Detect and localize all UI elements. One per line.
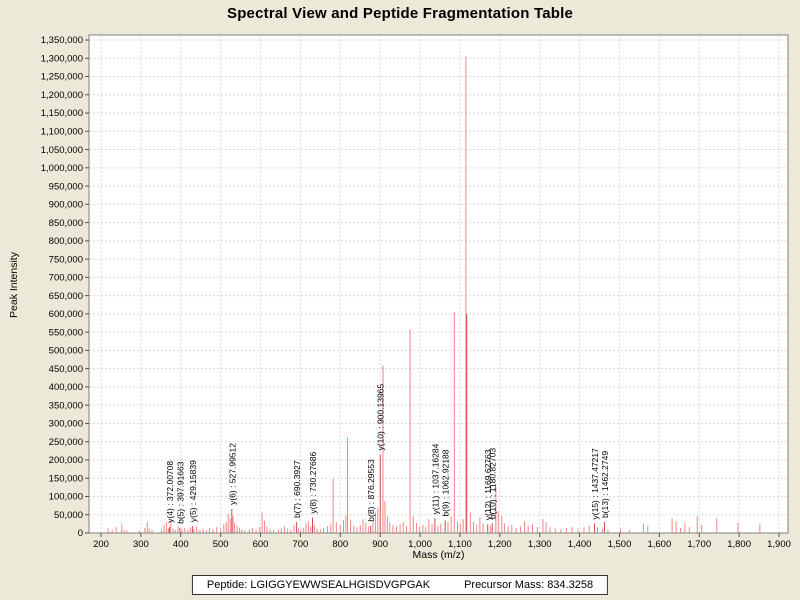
precursor-mass-label: Precursor Mass: 834.3258 (464, 579, 594, 591)
x-tick-label: 700 (292, 539, 308, 550)
fragment-label: y(12) : 1169.62763 (483, 449, 493, 520)
x-tick-label: 300 (133, 539, 149, 550)
plot-border (88, 34, 789, 534)
x-tick-label: 400 (173, 539, 189, 550)
plot-area (89, 35, 788, 533)
y-tick-label: 1,300,000 (41, 53, 83, 64)
fragment-label: y(4) : 372.00708 (165, 461, 175, 523)
y-tick-label: 50,000 (54, 510, 83, 521)
chart-title: Spectral View and Peptide Fragmentation … (226, 5, 574, 22)
x-tick-label: 1,600 (647, 539, 671, 550)
x-tick-label: 1,900 (767, 539, 791, 550)
y-tick-label: 400,000 (49, 382, 83, 393)
x-tick-label: 1,700 (687, 539, 711, 550)
fragment-label: b(13) : 1462.2749 (600, 451, 610, 518)
y-tick-label: 500,000 (49, 346, 83, 357)
x-tick-label: 1,200 (488, 539, 512, 550)
x-tick-label: 1,400 (568, 539, 592, 550)
peptide-info-box: Peptide: LGIGGYEWWSEALHGISDVGPGAK Precurs… (191, 575, 609, 595)
grid-lines (89, 35, 788, 533)
y-tick-label: 450,000 (49, 364, 83, 375)
x-tick-label: 800 (332, 539, 348, 550)
x-tick-label: 1,000 (408, 539, 432, 550)
fragment-label: y(11) : 1037.16284 (430, 443, 440, 514)
fragment-label: b(8) : 876.29553 (366, 459, 376, 522)
axis-ticks (85, 39, 780, 537)
y-tick-label: 150,000 (49, 473, 83, 484)
x-tick-label: 1,800 (727, 539, 751, 550)
y-tick-label: 850,000 (49, 218, 83, 229)
y-tick-label: 250,000 (49, 437, 83, 448)
y-tick-label: 550,000 (49, 327, 83, 338)
y-tick-label: 350,000 (49, 400, 83, 411)
y-tick-label: 700,000 (49, 273, 83, 284)
peptide-sequence-label: Peptide: LGIGGYEWWSEALHGISDVGPGAK (206, 579, 431, 591)
fragment-label: y(6) : 527.99512 (227, 443, 237, 505)
y-tick-label: 1,200,000 (41, 90, 83, 101)
fragment-label: y(15) : 1437.47217 (590, 448, 600, 520)
x-axis-title: Mass (m/z) (412, 549, 465, 561)
fragment-label: b(7) : 690.3927 (292, 460, 302, 518)
x-tick-label: 200 (93, 539, 109, 550)
y-tick-label: 900,000 (49, 200, 83, 211)
y-tick-label: 1,100,000 (41, 126, 83, 137)
spectrum-plot: y(4) : 372.00708 b(5) : 397.91663 y(5) : 4… (41, 34, 791, 550)
y-tick-label: 1,250,000 (41, 72, 83, 83)
y-tick-label: 0 (78, 528, 83, 539)
fragment-label: b(10) : 1180.82703 (488, 448, 498, 519)
axis-tick-labels: 0 50,000 100,000 150,000 200,000 250,000 300,0… (41, 35, 791, 550)
y-tick-label: 100,000 (49, 492, 83, 503)
x-tick-label: 1,300 (528, 539, 552, 550)
x-tick-label: 900 (372, 539, 388, 550)
y-tick-label: 1,150,000 (41, 108, 83, 119)
y-tick-label: 950,000 (49, 181, 83, 192)
y-tick-label: 600,000 (49, 309, 83, 320)
x-tick-label: 1,500 (608, 539, 632, 550)
x-tick-label: 1,100 (448, 539, 472, 550)
fragment-label: b(9) : 1062.92188 (441, 449, 451, 516)
x-tick-label: 500 (213, 539, 229, 550)
y-tick-label: 750,000 (49, 254, 83, 265)
fragment-label: y(10) : 900.13965 (376, 384, 386, 451)
fragment-label: y(5) : 429.15839 (188, 460, 198, 522)
y-tick-label: 200,000 (49, 455, 83, 466)
y-tick-label: 800,000 (49, 236, 83, 247)
y-tick-label: 650,000 (49, 291, 83, 302)
x-tick-label: 600 (253, 539, 269, 550)
y-tick-label: 1,000,000 (41, 163, 83, 174)
y-tick-label: 300,000 (49, 419, 83, 430)
fragment-annotations: y(4) : 372.00708 b(5) : 397.91663 y(5) : 4… (165, 384, 610, 533)
spectrum-peaks (107, 56, 761, 533)
fragment-label: b(5) : 397.91663 (175, 461, 185, 524)
y-tick-label: 1,050,000 (41, 145, 83, 156)
y-tick-label: 1,350,000 (41, 35, 83, 46)
fragment-label: y(8) : 730.27686 (308, 451, 318, 513)
